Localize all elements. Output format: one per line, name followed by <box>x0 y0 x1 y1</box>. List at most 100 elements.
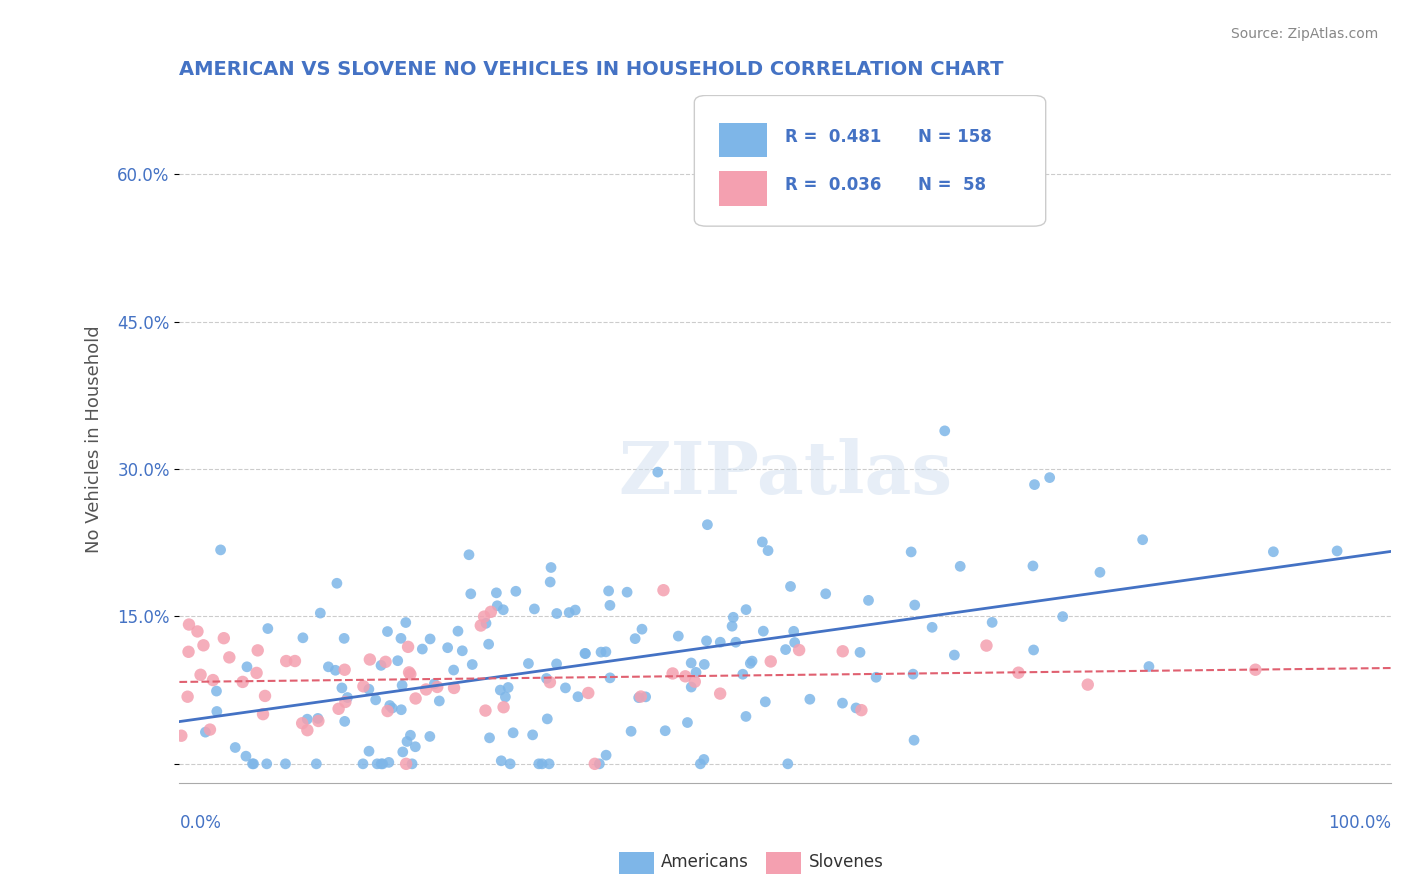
Americans <box>903 733 925 747</box>
Americans <box>297 712 319 726</box>
Americans <box>523 602 546 616</box>
Americans <box>564 603 586 617</box>
Slovenes <box>538 675 561 690</box>
Americans <box>723 610 745 624</box>
Slovenes <box>1007 665 1029 680</box>
Americans <box>305 756 328 771</box>
Americans <box>256 756 278 771</box>
Text: N =  58: N = 58 <box>918 176 987 194</box>
Slovenes <box>374 655 396 669</box>
Americans <box>599 599 621 613</box>
Slovenes <box>291 716 314 731</box>
Americans <box>540 560 562 574</box>
Slovenes <box>198 723 221 737</box>
Americans <box>309 606 332 620</box>
Americans <box>588 756 610 771</box>
Slovenes <box>328 702 350 716</box>
Slovenes <box>177 645 200 659</box>
Slovenes <box>470 618 492 632</box>
Americans <box>616 585 638 599</box>
Americans <box>235 749 257 764</box>
Americans <box>478 731 501 745</box>
Americans <box>502 726 524 740</box>
Slovenes <box>415 682 437 697</box>
Text: Source: ZipAtlas.com: Source: ZipAtlas.com <box>1230 27 1378 41</box>
Americans <box>598 583 620 598</box>
Americans <box>404 739 426 754</box>
Americans <box>364 693 387 707</box>
Americans <box>709 635 731 649</box>
Americans <box>307 711 329 725</box>
Americans <box>654 723 676 738</box>
Americans <box>458 548 481 562</box>
Slovenes <box>253 689 276 703</box>
Americans <box>333 632 356 646</box>
FancyBboxPatch shape <box>718 123 768 157</box>
Americans <box>377 624 399 639</box>
Americans <box>391 745 413 759</box>
Americans <box>799 692 821 706</box>
Americans <box>689 756 711 771</box>
Americans <box>1039 470 1062 484</box>
Americans <box>499 756 522 771</box>
Americans <box>696 633 718 648</box>
Slovenes <box>492 700 515 714</box>
Americans <box>242 756 264 771</box>
Americans <box>845 701 868 715</box>
Slovenes <box>335 695 357 709</box>
Americans <box>387 654 409 668</box>
Americans <box>1137 659 1160 673</box>
Americans <box>943 648 966 662</box>
Slovenes <box>576 686 599 700</box>
Text: Americans: Americans <box>661 853 748 871</box>
Americans <box>775 642 797 657</box>
Slovenes <box>201 673 224 687</box>
Americans <box>901 667 924 681</box>
Americans <box>357 682 380 697</box>
Slovenes <box>759 655 782 669</box>
Americans <box>949 559 972 574</box>
Slovenes <box>232 674 254 689</box>
Americans <box>693 752 716 766</box>
Americans <box>391 678 413 692</box>
Americans <box>318 660 340 674</box>
Americans <box>1024 477 1046 491</box>
Slovenes <box>377 704 399 718</box>
Americans <box>776 756 799 771</box>
Americans <box>1022 643 1045 657</box>
Americans <box>779 579 801 593</box>
Americans <box>357 744 380 758</box>
Americans <box>595 645 617 659</box>
Americans <box>546 657 568 671</box>
Slovenes <box>443 681 465 695</box>
Americans <box>865 670 887 684</box>
Slovenes <box>398 665 420 680</box>
Americans <box>685 665 707 680</box>
Americans <box>505 584 527 599</box>
Americans <box>574 647 596 661</box>
Americans <box>538 574 561 589</box>
Text: AMERICAN VS SLOVENE NO VEHICLES IN HOUSEHOLD CORRELATION CHART: AMERICAN VS SLOVENE NO VEHICLES IN HOUSE… <box>180 60 1004 78</box>
Slovenes <box>399 667 422 681</box>
Americans <box>624 632 647 646</box>
Americans <box>574 647 596 661</box>
FancyBboxPatch shape <box>695 95 1046 227</box>
Americans <box>589 645 612 659</box>
Slovenes <box>359 652 381 666</box>
Americans <box>423 677 446 691</box>
Americans <box>224 740 246 755</box>
Americans <box>494 690 516 704</box>
Slovenes <box>474 704 496 718</box>
Americans <box>194 725 217 739</box>
Slovenes <box>683 674 706 689</box>
Americans <box>489 683 512 698</box>
Americans <box>731 667 754 681</box>
Slovenes <box>246 643 269 657</box>
Americans <box>291 631 314 645</box>
Slovenes <box>333 663 356 677</box>
Americans <box>693 657 716 672</box>
Americans <box>419 730 441 744</box>
Americans <box>478 637 501 651</box>
Slovenes <box>673 669 696 683</box>
Americans <box>831 696 853 710</box>
